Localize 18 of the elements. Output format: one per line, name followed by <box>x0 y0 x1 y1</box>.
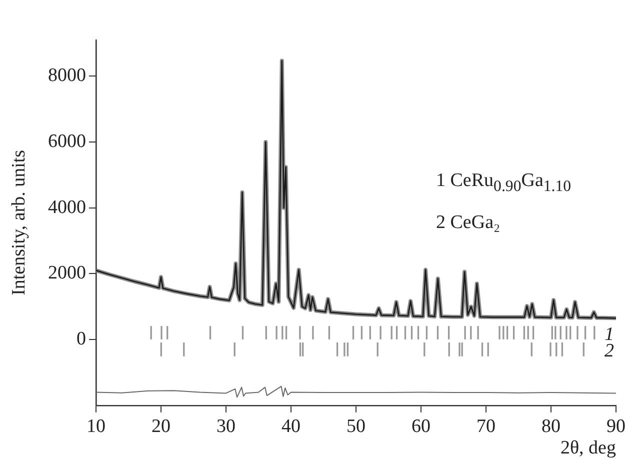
annotation: 2 CeGa₂ <box>436 212 500 234</box>
x-tick-label: 60 <box>412 416 430 437</box>
x-axis-title: 2θ, deg <box>560 438 616 459</box>
x-tick-label: 30 <box>216 416 236 437</box>
annotation: 1 CeRu$_{0.90}$Ga$_{1.10}$ <box>436 170 572 196</box>
x-tick-label: 50 <box>346 416 366 437</box>
x-tick-label: 20 <box>152 416 170 437</box>
y-tick-label: 4000 <box>48 196 86 218</box>
y-axis-title: Intensity, arb. units <box>8 150 30 296</box>
x-tick-label: 10 <box>86 416 106 437</box>
y-tick-label: 6000 <box>48 131 86 152</box>
x-tick-label: 90 <box>606 416 626 437</box>
y-tick-label: 0 <box>76 328 86 350</box>
x-tick-label: 40 <box>282 416 300 437</box>
y-tick-label: 8000 <box>48 65 86 86</box>
y-tick-label: 2000 <box>48 262 86 284</box>
x-tick-label: 80 <box>542 416 560 437</box>
x-tick-label: 70 <box>476 416 496 437</box>
